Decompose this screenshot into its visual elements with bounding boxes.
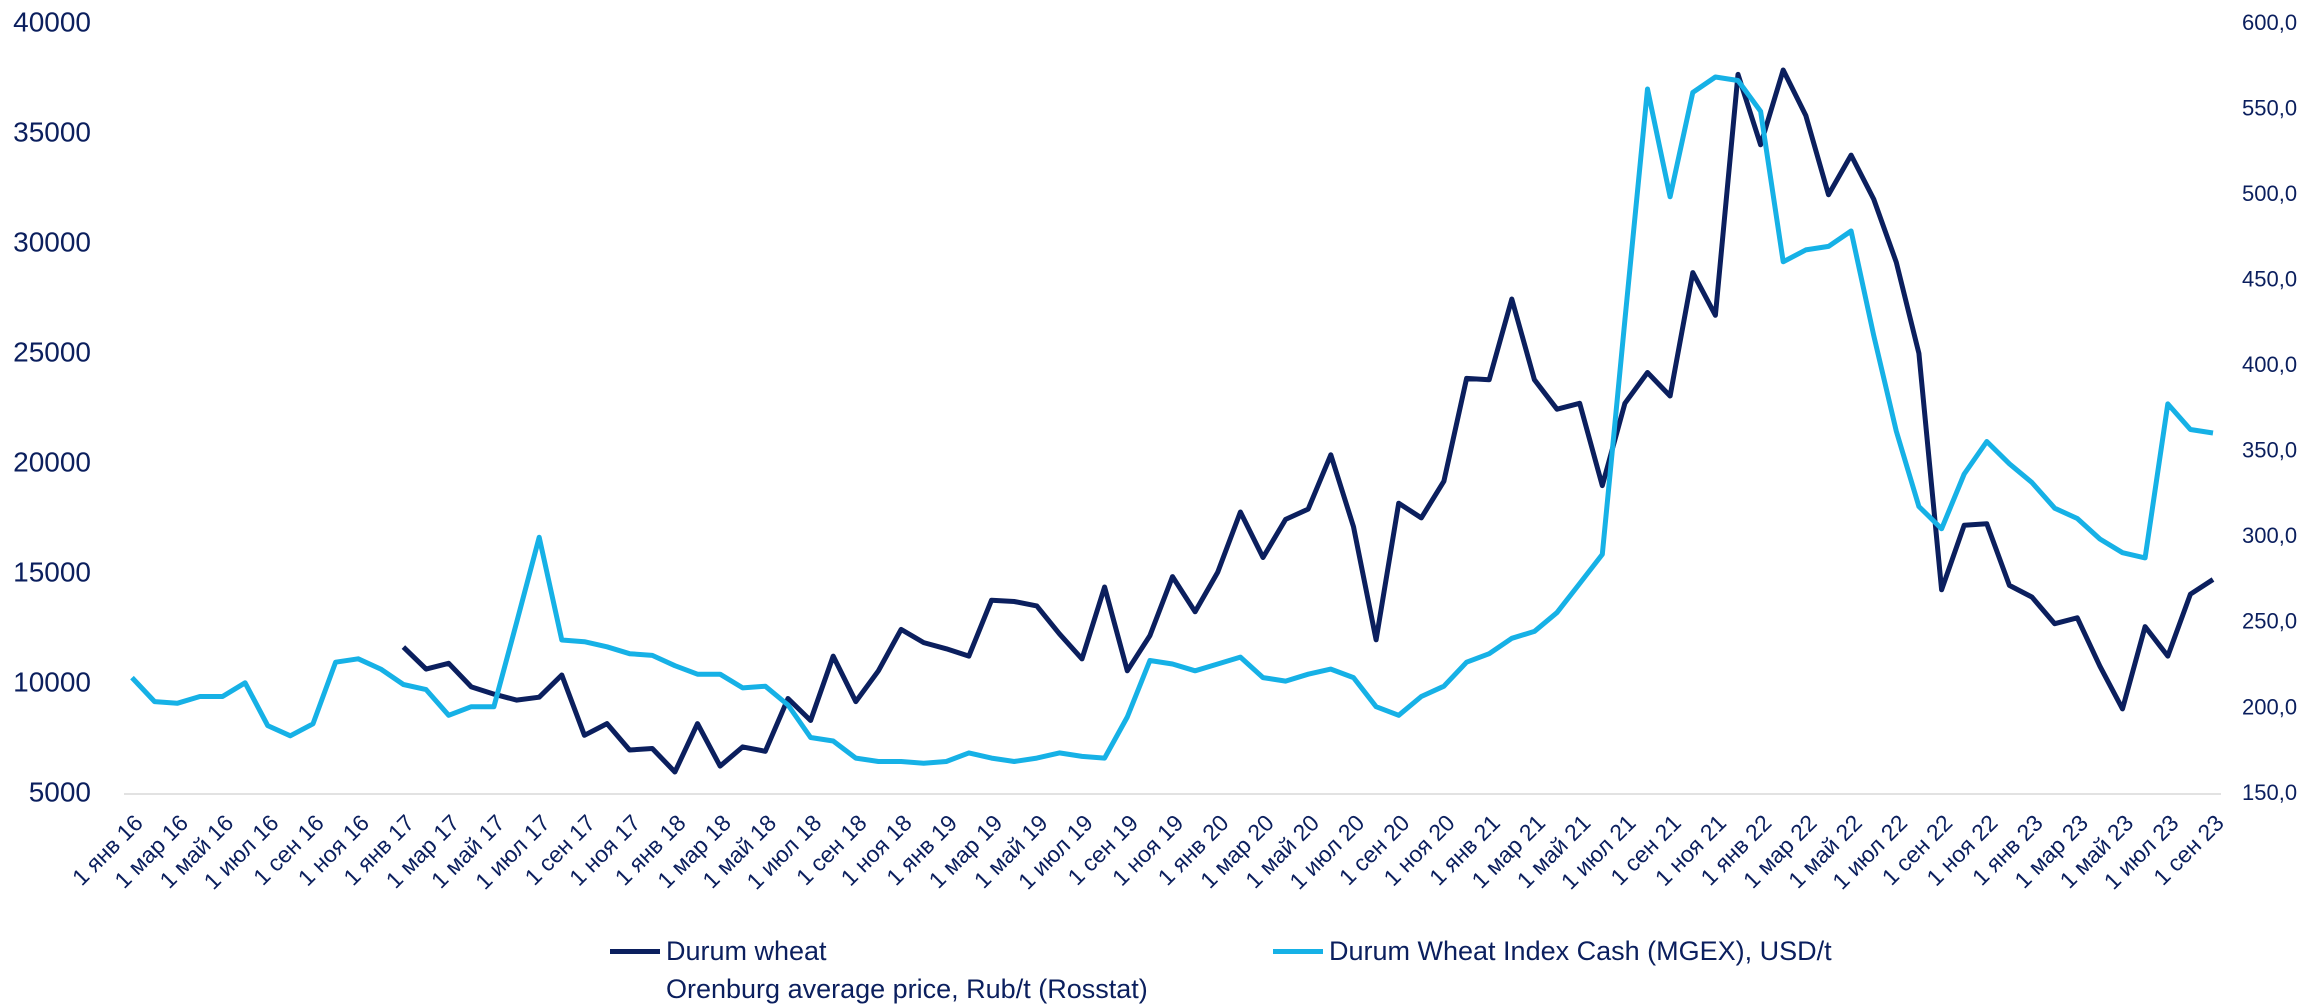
y2-tick-label: 500,0 — [2242, 181, 2297, 206]
y-tick-label: 20000 — [13, 446, 91, 477]
legend-item: Durum wheat Orenburg average price, Rub/… — [610, 932, 1148, 1008]
series-line — [130, 74, 2214, 766]
y-tick-label: 30000 — [13, 226, 91, 257]
legend-swatch — [1273, 949, 1323, 954]
y-tick-label: 35000 — [13, 116, 91, 147]
y-tick-label: 40000 — [13, 6, 91, 37]
y2-tick-label: 450,0 — [2242, 266, 2297, 291]
y2-tick-label: 400,0 — [2242, 352, 2297, 377]
y2-tick-label: 350,0 — [2242, 438, 2297, 463]
legend-label: Durum wheat Orenburg average price, Rub/… — [666, 936, 1148, 1004]
y2-tick-label: 250,0 — [2242, 609, 2297, 634]
legend-item: Durum Wheat Index Cash (MGEX), USD/t — [1273, 932, 1832, 970]
series-line — [401, 67, 2215, 775]
y2-tick-label: 550,0 — [2242, 95, 2297, 120]
legend-label: Durum Wheat Index Cash (MGEX), USD/t — [1329, 936, 1832, 966]
y-tick-label: 15000 — [13, 556, 91, 587]
y-tick-label: 25000 — [13, 336, 91, 367]
y2-tick-label: 150,0 — [2242, 780, 2297, 805]
y-tick-label: 5000 — [29, 776, 91, 807]
y-tick-label: 10000 — [13, 666, 91, 697]
y2-tick-label: 200,0 — [2242, 694, 2297, 719]
y2-tick-label: 300,0 — [2242, 523, 2297, 548]
legend-swatch — [610, 949, 660, 954]
y2-tick-label: 600,0 — [2242, 10, 2297, 35]
